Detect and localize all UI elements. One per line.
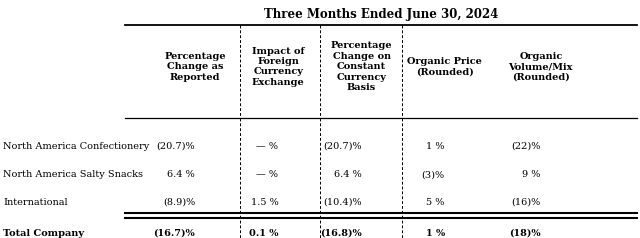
Text: (8.9)%: (8.9)% bbox=[163, 198, 195, 207]
Text: Organic Price
(Rounded): Organic Price (Rounded) bbox=[408, 57, 482, 76]
Text: (16)%: (16)% bbox=[511, 198, 541, 207]
Text: Total Company: Total Company bbox=[3, 229, 84, 238]
Text: Three Months Ended June 30, 2024: Three Months Ended June 30, 2024 bbox=[264, 8, 498, 21]
Text: 0.1 %: 0.1 % bbox=[249, 229, 278, 238]
Text: (16.7)%: (16.7)% bbox=[154, 229, 195, 238]
Text: (20.7)%: (20.7)% bbox=[323, 142, 362, 151]
Text: 6.4 %: 6.4 % bbox=[168, 170, 195, 179]
Text: Organic
Volume/Mix
(Rounded): Organic Volume/Mix (Rounded) bbox=[509, 52, 573, 82]
Text: 6.4 %: 6.4 % bbox=[334, 170, 362, 179]
Text: North America Salty Snacks: North America Salty Snacks bbox=[3, 170, 143, 179]
Text: (10.4)%: (10.4)% bbox=[323, 198, 362, 207]
Text: Percentage
Change as
Reported: Percentage Change as Reported bbox=[164, 52, 226, 82]
Text: — %: — % bbox=[257, 142, 278, 151]
Text: 1 %: 1 % bbox=[426, 142, 445, 151]
Text: 9 %: 9 % bbox=[522, 170, 541, 179]
Text: 1.5 %: 1.5 % bbox=[251, 198, 278, 207]
Text: (16.8)%: (16.8)% bbox=[320, 229, 362, 238]
Text: Impact of
Foreign
Currency
Exchange: Impact of Foreign Currency Exchange bbox=[252, 47, 305, 87]
Text: Percentage
Change on
Constant
Currency
Basis: Percentage Change on Constant Currency B… bbox=[331, 41, 392, 92]
Text: (22)%: (22)% bbox=[511, 142, 541, 151]
Text: (3)%: (3)% bbox=[422, 170, 445, 179]
Text: (18)%: (18)% bbox=[509, 229, 541, 238]
Text: 1 %: 1 % bbox=[426, 229, 445, 238]
Text: International: International bbox=[3, 198, 68, 207]
Text: North America Confectionery: North America Confectionery bbox=[3, 142, 150, 151]
Text: (20.7)%: (20.7)% bbox=[157, 142, 195, 151]
Text: — %: — % bbox=[257, 170, 278, 179]
Text: 5 %: 5 % bbox=[426, 198, 445, 207]
